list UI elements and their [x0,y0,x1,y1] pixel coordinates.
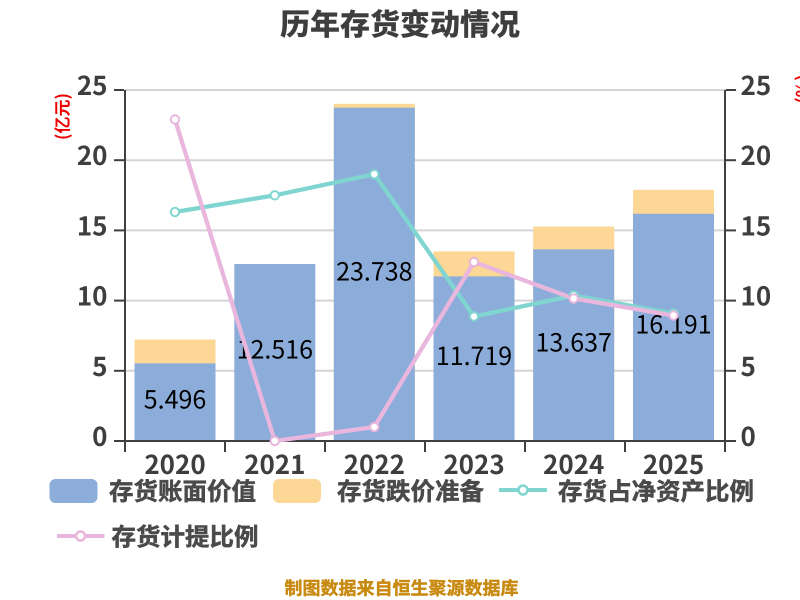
svg-text:20: 20 [741,136,772,173]
svg-text:5: 5 [741,347,756,384]
svg-text:制图数据来自恒生聚源数据库: 制图数据来自恒生聚源数据库 [285,574,519,600]
svg-text:15: 15 [741,206,772,243]
svg-text:历年存货变动情况: 历年存货变动情况 [280,0,520,44]
svg-text:(亿元): (亿元) [48,93,73,140]
svg-text:10: 10 [741,277,772,314]
svg-text:2020: 2020 [144,445,205,482]
svg-text:2021: 2021 [244,445,305,482]
svg-text:存货跌价准备: 存货跌价准备 [337,473,484,508]
svg-text:2023: 2023 [443,445,504,482]
svg-text:存货账面价值: 存货账面价值 [109,473,256,508]
svg-text:存货占净资产比例: 存货占净资产比例 [558,473,754,508]
svg-text:(%): (%) [789,74,800,103]
svg-text:0: 0 [92,417,107,454]
svg-text:25: 25 [77,66,108,103]
svg-text:5.496: 5.496 [144,380,206,416]
svg-text:20: 20 [77,136,108,173]
svg-text:2022: 2022 [344,445,405,482]
svg-text:25: 25 [741,66,772,103]
svg-text:13.637: 13.637 [536,323,612,359]
svg-text:0: 0 [741,417,756,454]
svg-text:5: 5 [92,347,107,384]
svg-text:10: 10 [77,277,108,314]
svg-text:2025: 2025 [643,445,704,482]
svg-text:存货计提比例: 存货计提比例 [112,518,259,553]
svg-text:11.719: 11.719 [436,337,512,373]
svg-text:23.738: 23.738 [336,253,412,289]
svg-text:15: 15 [77,206,108,243]
svg-text:2024: 2024 [543,445,604,482]
